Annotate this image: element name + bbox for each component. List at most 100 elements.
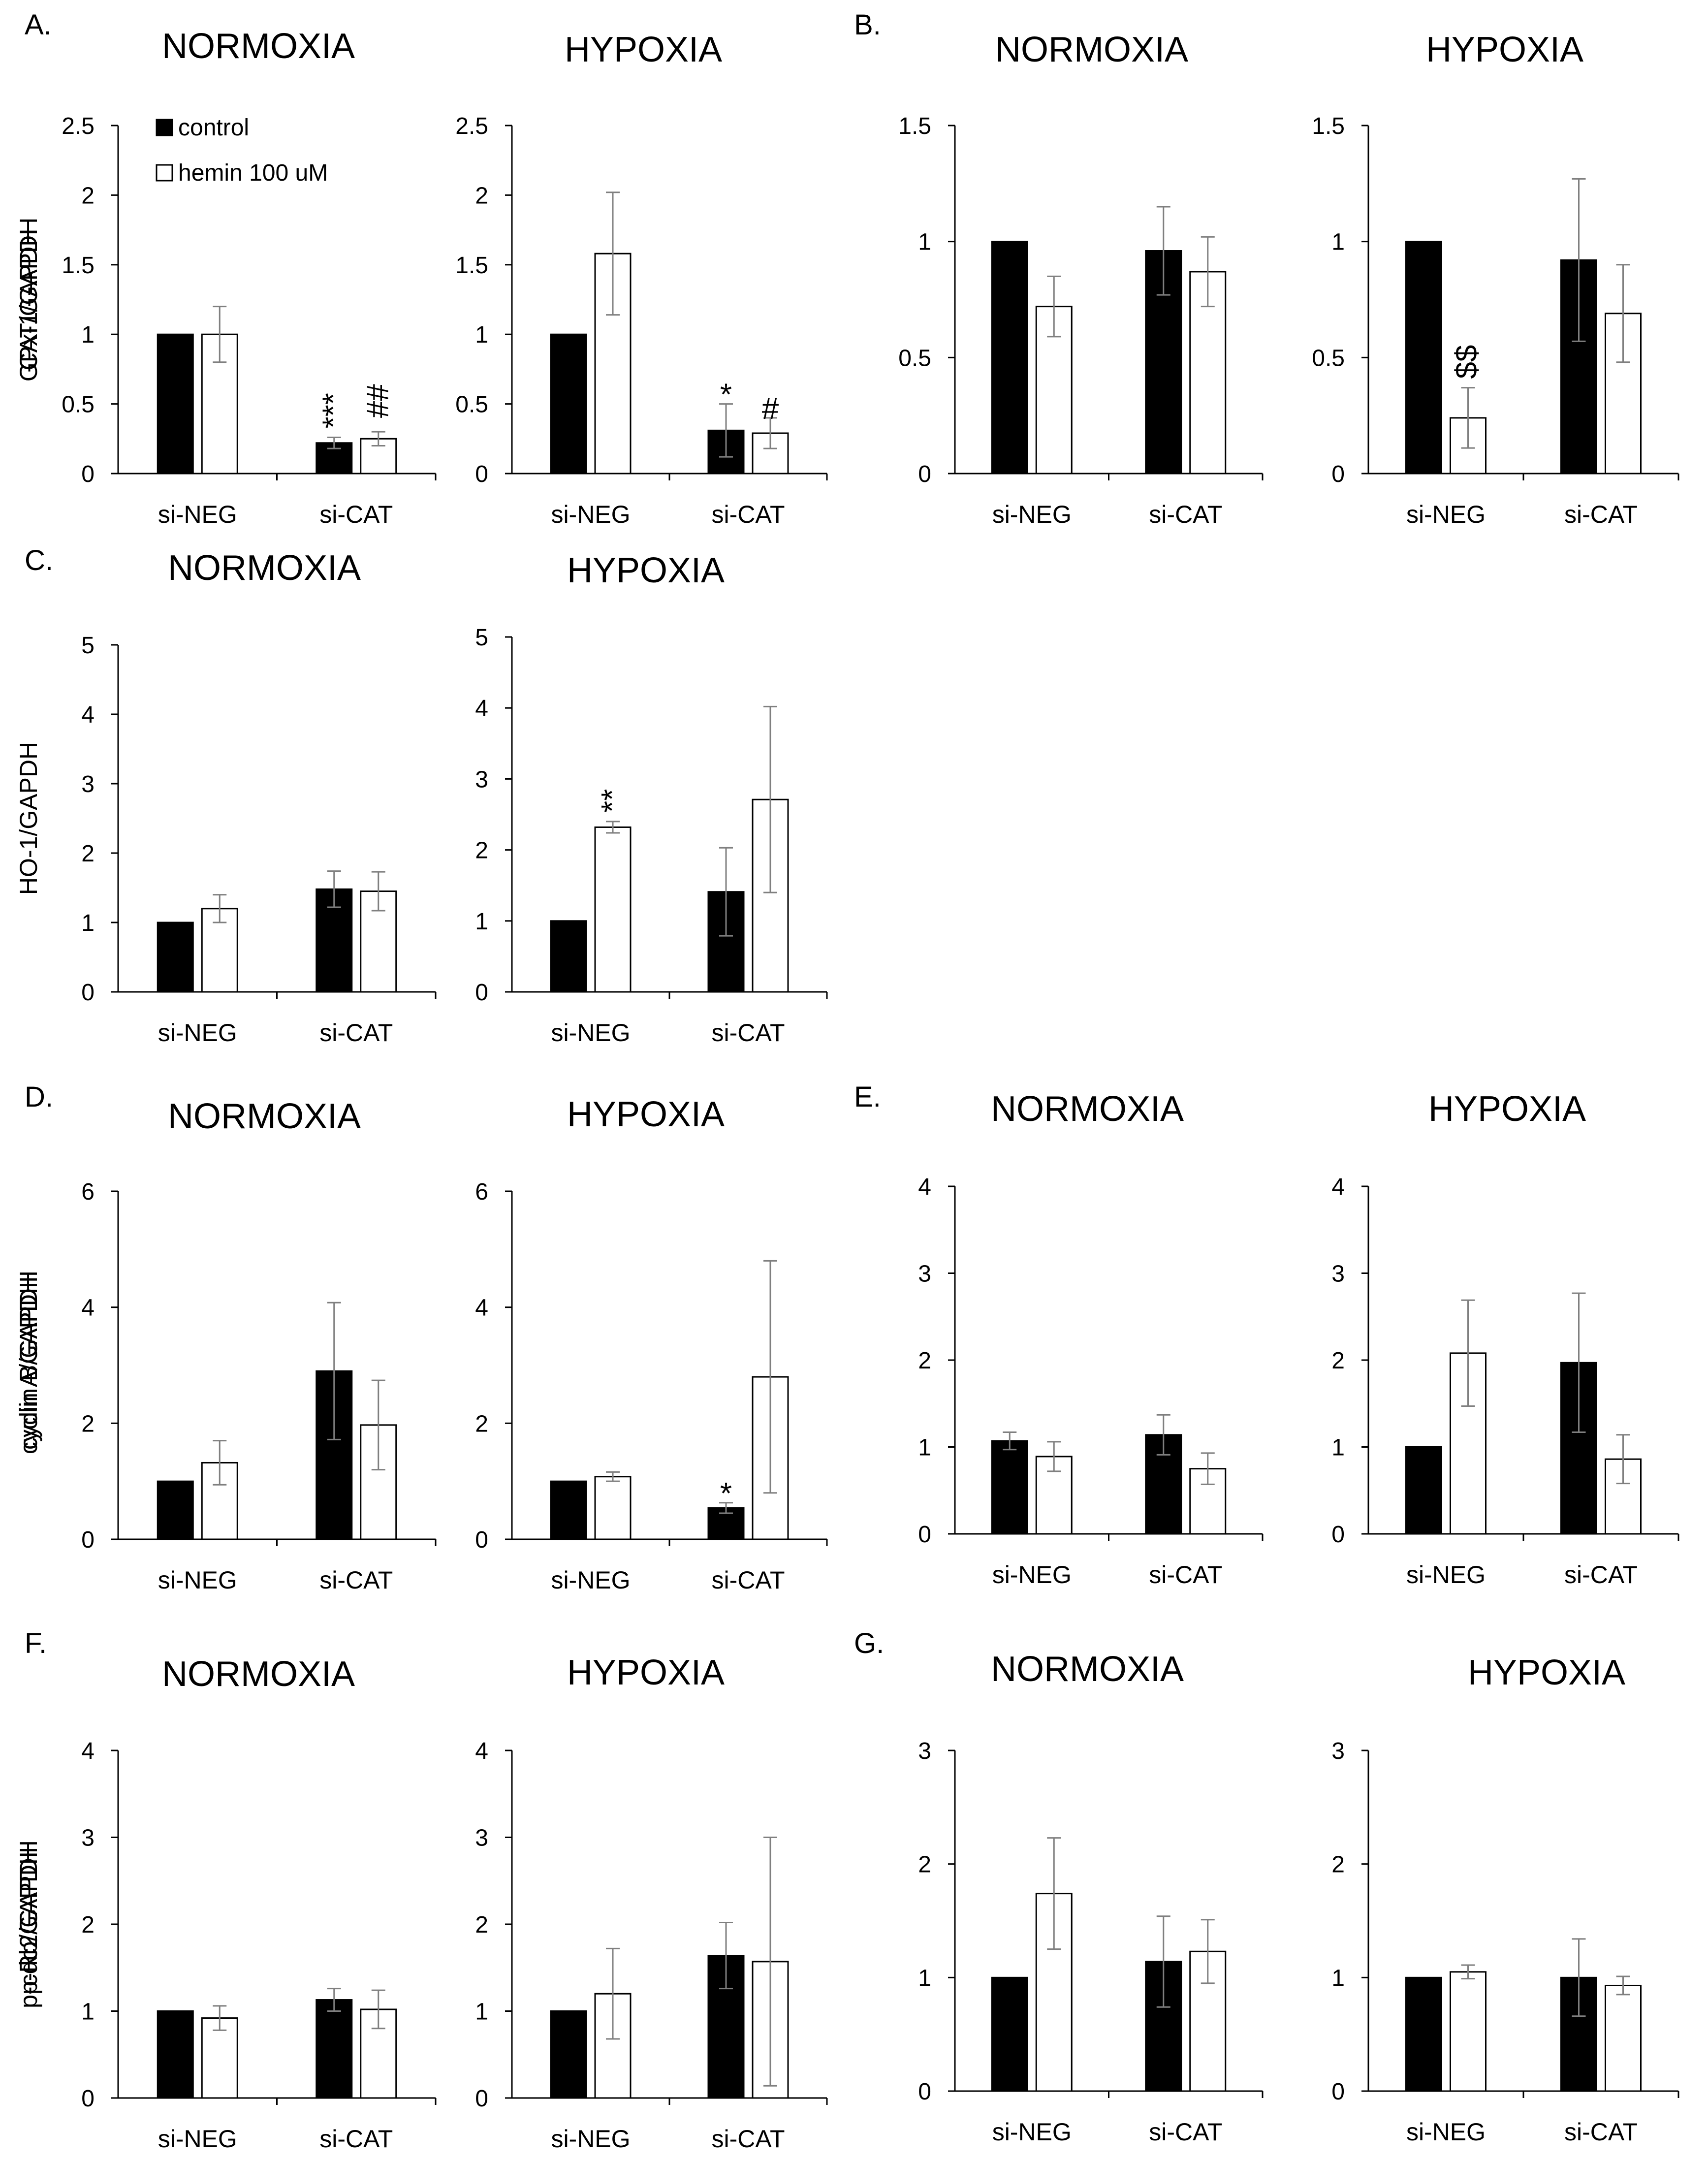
y-tick-label: 4 [475, 1295, 488, 1321]
x-category-label: si-CAT [1149, 1561, 1222, 1589]
significance-label: * [720, 1477, 732, 1511]
y-tick-label: 4 [81, 1295, 95, 1321]
panel-d-h: HYPOXIA 0 2 4 6 si-NEG si-CAT * [475, 1095, 828, 1594]
panel-f-n: F. NORMOXIA 0 1 2 3 4 p-cdc2/GAPDH si-NEG si-CAT [15, 1627, 437, 2153]
x-category-label: si-NEG [551, 2125, 630, 2153]
significance-label: ## [361, 384, 395, 418]
x-category-label: si-CAT [319, 1566, 393, 1594]
bar-hemin [1035, 1456, 1073, 1535]
panel-title: HYPOXIA [567, 1095, 725, 1134]
panel-title: NORMOXIA [991, 1089, 1184, 1129]
significance-label: ** [596, 789, 630, 813]
y-tick-label: 2.5 [455, 113, 488, 139]
y-tick-label: 4 [918, 1174, 931, 1200]
x-category-label: si-NEG [551, 501, 630, 528]
panel-a-h: HYPOXIA 0 0.5 1 1.5 2 2.5 si-NEG si-CAT * # [455, 30, 828, 528]
y-tick-label: 0 [81, 980, 95, 1006]
x-category-label: si-NEG [158, 2125, 237, 2153]
y-tick-label: 4 [81, 1738, 95, 1764]
bar-control [550, 333, 587, 475]
x-category-label: si-NEG [1406, 2118, 1486, 2146]
y-tick-label: 0 [475, 461, 488, 487]
panel-title: HYPOXIA [567, 551, 725, 590]
panel-title: NORMOXIA [168, 1097, 361, 1136]
y-tick-label: 0 [918, 1522, 931, 1548]
panel-title: HYPOXIA [1426, 30, 1583, 69]
bar-control [991, 1440, 1028, 1535]
y-tick-label: 2 [81, 841, 95, 867]
y-tick-label: 1 [475, 1999, 488, 2025]
y-axis-label: GPx-1/GAPDH [15, 218, 42, 381]
bar-control [550, 920, 587, 993]
panel-letter: D. [25, 1081, 53, 1113]
y-tick-label: 1 [918, 229, 931, 255]
y-tick-label: 4 [1331, 1174, 1345, 1200]
bar-hemin [752, 798, 789, 993]
bar-control [550, 1480, 587, 1540]
x-category-label: si-NEG [1406, 1561, 1486, 1589]
y-tick-label: 0 [1331, 2079, 1345, 2105]
panel-title: NORMOXIA [995, 30, 1188, 69]
x-category-label: si-NEG [992, 501, 1072, 528]
bar-control [1405, 241, 1442, 475]
y-tick-label: 2 [81, 1411, 95, 1437]
panel-b-h: HYPOXIA 0 0.5 1 1.5 si-NEG $$ si-CAT [1312, 30, 1679, 528]
y-axis-label: p-cdc2/GAPDH [15, 1840, 42, 2008]
y-tick-label: 3 [1331, 1738, 1345, 1764]
y-axis-label: HO-1/GAPDH [15, 742, 42, 895]
y-tick-label: 4 [475, 696, 488, 722]
panel-letter: F. [25, 1627, 47, 1659]
panel-f-h: HYPOXIA 0 1 2 3 4 si-NEG si-CAT [475, 1653, 828, 2153]
panel-e-h: HYPOXIA 0 1 2 3 4 si-NEG si-CAT [1331, 1089, 1679, 1589]
x-category-label: si-CAT [1564, 2118, 1638, 2146]
panel-title: HYPOXIA [565, 30, 722, 69]
y-tick-label: 6 [475, 1179, 488, 1205]
y-tick-label: 5 [475, 625, 488, 651]
y-tick-label: 6 [81, 1179, 95, 1205]
x-category-label: si-NEG [992, 2118, 1072, 2146]
bar-hemin [1450, 1971, 1487, 2092]
y-tick-label: 2 [1331, 1852, 1345, 1878]
significance-label: *** [317, 393, 351, 428]
y-tick-label: 1 [918, 1965, 931, 1991]
bar-control [991, 1976, 1028, 2092]
bar-control [157, 1480, 194, 1540]
y-tick-label: 2 [475, 838, 488, 864]
x-category-label: si-NEG [158, 1019, 237, 1047]
significance-label: * [720, 378, 732, 412]
x-category-label: si-CAT [319, 501, 393, 528]
y-tick-label: 1 [1331, 229, 1345, 255]
y-tick-label: 0 [918, 2079, 931, 2105]
y-tick-label: 2 [1331, 1348, 1345, 1374]
panel-letter: G. [854, 1627, 884, 1659]
y-tick-label: 0 [81, 2086, 95, 2112]
x-category-label: si-CAT [319, 2125, 393, 2153]
legend-label: hemin 100 uM [178, 160, 328, 186]
y-tick-label: 2 [475, 1912, 488, 1938]
panel-g-n: G. NORMOXIA 0 1 2 3 p-Rb/GAPDH si-NEG si-CAT [15, 1627, 1264, 2146]
x-category-label: si-NEG [551, 1566, 630, 1594]
panel-d-n: D. NORMOXIA 0 2 4 6 cyclin A/GAPDH si-NEG si-CAT [15, 1081, 437, 1594]
legend-swatch-control [156, 119, 173, 136]
bar-hemin [1605, 1984, 1642, 2092]
y-tick-label: 3 [918, 1261, 931, 1287]
y-tick-label: 1 [81, 322, 95, 348]
y-tick-label: 2 [918, 1348, 931, 1374]
panel-b-n: B. NORMOXIA 0 0.5 1 1.5 GPx-1/GAPDH si-NEG si-CA… [15, 9, 1264, 528]
panel-title: HYPOXIA [1468, 1653, 1625, 1692]
x-category-label: si-NEG [551, 1019, 630, 1047]
panel-letter: B. [854, 9, 881, 41]
y-tick-label: 1.5 [455, 253, 488, 279]
y-tick-label: 1.5 [1312, 113, 1345, 139]
x-category-label: si-NEG [158, 1566, 237, 1594]
bar-control [550, 2010, 587, 2099]
x-category-label: si-CAT [1149, 2118, 1222, 2146]
y-tick-label: 0 [475, 2086, 488, 2112]
x-category-label: si-CAT [711, 501, 785, 528]
y-tick-label: 1 [1331, 1965, 1345, 1991]
y-tick-label: 3 [918, 1738, 931, 1764]
y-tick-label: 2.5 [62, 113, 95, 139]
bar-control [157, 922, 194, 993]
panel-letter: E. [854, 1081, 881, 1113]
